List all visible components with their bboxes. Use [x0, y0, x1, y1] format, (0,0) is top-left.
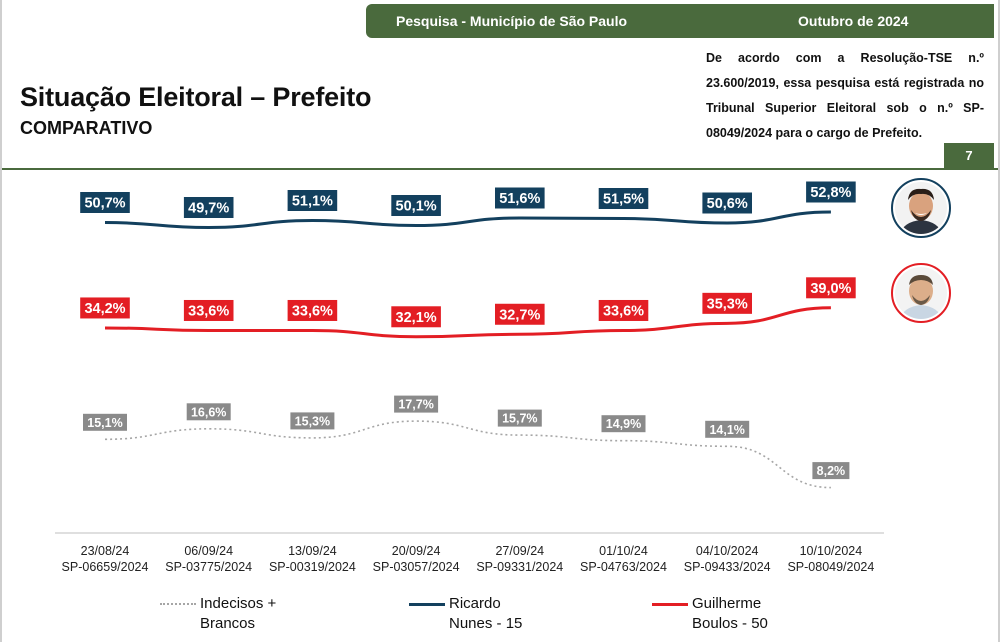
survey-title: Pesquisa - Município de São Paulo	[396, 13, 628, 29]
x-tick-label-code: SP-09331/2024	[476, 560, 563, 574]
x-tick-label-code: SP-00319/2024	[269, 560, 356, 574]
x-tick-label-date: 23/08/24	[81, 544, 130, 558]
legend-label-line1: Indecisos +	[200, 595, 277, 612]
boulos-portrait-icon	[895, 267, 947, 319]
data-label-undecided: 8,2%	[817, 464, 846, 478]
data-label-box-nunes	[597, 187, 650, 210]
x-tick-label-date: 06/09/24	[184, 544, 233, 558]
x-tick-label-date: 10/10/2024	[800, 544, 863, 558]
data-label-box-boulos	[286, 298, 339, 322]
data-label-box-undecided	[393, 394, 440, 414]
series-line-nunes	[104, 210, 831, 230]
x-tick-label-date: 27/09/24	[495, 544, 544, 558]
data-label-box-nunes	[494, 186, 546, 210]
data-label-undecided: 15,3%	[295, 414, 330, 428]
data-label-nunes: 50,7%	[84, 196, 125, 212]
header-divider	[2, 168, 998, 170]
boulos-avatar	[891, 263, 951, 323]
data-label-box-nunes	[79, 191, 131, 214]
data-label-box-undecided	[811, 461, 851, 481]
page-subtitle: COMPARATIVO	[20, 118, 153, 138]
legend-label-line2: Nunes - 15	[449, 615, 523, 632]
data-label-nunes: 51,6%	[499, 191, 540, 207]
page-title: Situação Eleitoral – Prefeito	[20, 82, 372, 112]
data-label-box-boulos	[390, 305, 442, 329]
x-tick-label-date: 20/09/24	[392, 544, 441, 558]
data-label-nunes: 51,5%	[603, 192, 644, 208]
data-label-undecided: 15,1%	[87, 416, 122, 430]
data-label-undecided: 14,9%	[606, 417, 641, 431]
x-tick-label-code: SP-08049/2024	[787, 560, 874, 574]
x-tick-label-code: SP-06659/2024	[62, 560, 149, 574]
data-label-nunes: 50,6%	[707, 196, 748, 212]
page-number: 7	[944, 143, 994, 169]
nunes-portrait-icon	[895, 182, 947, 234]
data-label-nunes: 49,7%	[188, 201, 229, 217]
data-label-box-nunes	[805, 180, 857, 204]
data-label-box-undecided	[704, 419, 751, 439]
data-label-boulos: 34,2%	[84, 301, 125, 317]
x-tick-label-date: 01/10/24	[599, 544, 648, 558]
data-label-boulos: 33,6%	[188, 304, 229, 320]
data-label-box-undecided	[185, 402, 232, 422]
survey-month: Outubro de 2024	[798, 13, 909, 29]
data-label-box-boulos	[494, 302, 546, 326]
data-label-boulos: 33,6%	[603, 304, 644, 320]
data-label-nunes: 50,1%	[396, 199, 437, 215]
data-label-boulos: 39,0%	[810, 281, 851, 297]
x-tick-label-date: 04/10/2024	[696, 544, 759, 558]
legend-swatch-nunes	[409, 603, 445, 606]
data-label-box-undecided	[496, 408, 543, 428]
data-label-box-boulos	[597, 298, 650, 322]
data-label-box-nunes	[182, 196, 235, 219]
data-label-undecided: 14,1%	[709, 423, 744, 437]
data-label-box-undecided	[82, 412, 128, 432]
data-label-box-undecided	[289, 411, 336, 431]
x-tick-label-code: SP-09433/2024	[684, 560, 771, 574]
legend-label-line1: Ricardo	[449, 595, 501, 612]
header-bar: Pesquisa - Município de São Paulo Outubr…	[366, 4, 994, 38]
data-label-boulos: 35,3%	[707, 297, 748, 313]
x-tick-label-code: SP-04763/2024	[580, 560, 667, 574]
legal-notice: De acordo com a Resolução-TSE n.º 23.600…	[706, 51, 984, 140]
legend-label-line1: Guilherme	[692, 595, 762, 612]
series-line-boulos	[104, 306, 831, 339]
page-frame-left	[0, 0, 2, 642]
legend-label-line2: Brancos	[200, 615, 256, 632]
data-label-undecided: 17,7%	[398, 398, 433, 412]
data-label-nunes: 51,1%	[292, 194, 333, 210]
data-label-box-nunes	[701, 191, 754, 215]
x-tick-label-date: 13/09/24	[288, 544, 337, 558]
data-label-box-nunes	[286, 189, 339, 212]
nunes-avatar	[891, 178, 951, 238]
data-label-box-nunes	[390, 194, 442, 217]
x-tick-label-code: SP-03775/2024	[165, 560, 252, 574]
data-label-nunes: 52,8%	[810, 185, 851, 201]
data-label-box-undecided	[600, 414, 647, 434]
data-label-undecided: 15,7%	[502, 412, 537, 426]
data-label-boulos: 33,6%	[292, 304, 333, 320]
data-label-box-boulos	[79, 296, 131, 320]
data-label-boulos: 32,7%	[499, 307, 540, 323]
page-frame-right	[998, 0, 1000, 642]
x-tick-label-code: SP-03057/2024	[373, 560, 460, 574]
data-label-boulos: 32,1%	[396, 310, 437, 326]
data-label-undecided: 16,6%	[191, 405, 226, 419]
legend-swatch-undecided	[160, 603, 196, 605]
legend-swatch-boulos	[652, 603, 688, 606]
legend-label-line2: Boulos - 50	[692, 615, 768, 632]
data-label-box-boulos	[805, 276, 857, 300]
data-label-box-boulos	[182, 298, 235, 322]
data-label-box-boulos	[701, 291, 754, 315]
